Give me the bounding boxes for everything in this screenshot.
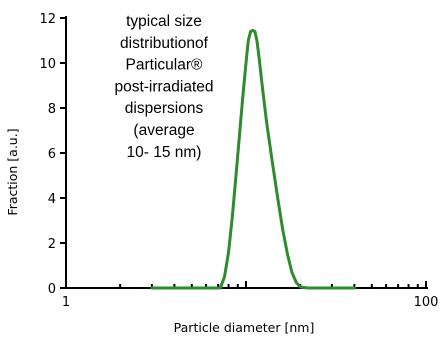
y-tick-label: 0 <box>48 282 56 297</box>
x-axis-title: Particle diameter [nm] <box>174 320 315 335</box>
annotation-line: dispersions <box>125 100 204 117</box>
axes: 1 100 0 2 4 6 8 10 12 <box>39 12 438 310</box>
x-tick-label: 100 <box>414 295 439 310</box>
distribution-line <box>150 28 356 290</box>
annotation-line: 10- 15 nm) <box>127 144 202 161</box>
y-axis-title: Fraction [a.u.] <box>5 128 20 215</box>
annotation-line: (average <box>133 122 194 139</box>
y-tick-label: 8 <box>48 102 56 117</box>
y-tick-label: 12 <box>39 12 56 27</box>
x-axis-ticks: 1 100 <box>62 281 439 310</box>
annotation-line: Particular® <box>126 57 203 74</box>
y-tick-label: 6 <box>48 147 56 162</box>
x-tick-label: 1 <box>62 295 70 310</box>
y-tick-label: 4 <box>48 192 56 207</box>
y-axis-ticks: 0 2 4 6 8 10 12 <box>39 12 66 297</box>
annotation-line: post-irradiated <box>114 78 213 95</box>
y-tick-label: 2 <box>48 237 56 252</box>
annotation-line: distributionof <box>120 35 209 52</box>
chart-annotation: typical size distributionof Particular® pos… <box>114 13 213 161</box>
annotation-line: typical size <box>126 13 202 30</box>
y-tick-label: 10 <box>39 57 56 72</box>
